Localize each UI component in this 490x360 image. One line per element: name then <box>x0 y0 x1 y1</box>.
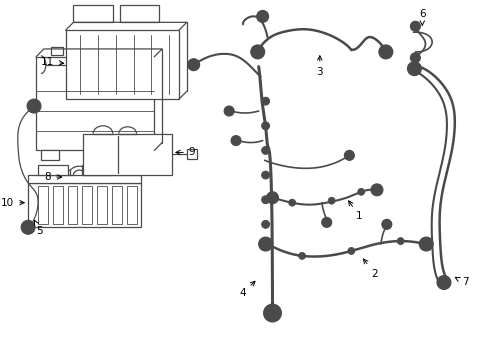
Text: 3: 3 <box>317 56 323 77</box>
Circle shape <box>397 238 404 244</box>
Circle shape <box>289 199 295 206</box>
Circle shape <box>188 59 199 71</box>
Circle shape <box>379 45 392 59</box>
Bar <box>28 183 142 227</box>
Circle shape <box>268 308 277 318</box>
Text: 11: 11 <box>41 57 64 67</box>
Circle shape <box>231 136 241 145</box>
Bar <box>71 49 78 55</box>
Circle shape <box>262 171 270 179</box>
Circle shape <box>251 45 265 59</box>
Bar <box>120 5 159 22</box>
Bar <box>28 175 142 183</box>
Bar <box>97 186 107 224</box>
Bar <box>66 30 179 99</box>
Circle shape <box>262 122 270 130</box>
Text: 2: 2 <box>364 259 378 279</box>
Bar <box>132 150 149 160</box>
Text: 8: 8 <box>45 172 62 182</box>
Bar <box>83 134 172 175</box>
Circle shape <box>262 147 270 154</box>
Bar <box>68 186 77 224</box>
Bar <box>36 57 154 150</box>
Bar <box>41 150 59 160</box>
Circle shape <box>348 248 355 255</box>
Bar <box>74 5 113 22</box>
Bar <box>51 47 63 55</box>
Circle shape <box>21 220 35 234</box>
Circle shape <box>224 106 234 116</box>
Circle shape <box>262 196 270 204</box>
Circle shape <box>322 217 332 227</box>
Circle shape <box>27 99 41 113</box>
Text: 4: 4 <box>240 281 255 298</box>
Bar <box>38 186 48 224</box>
Circle shape <box>31 103 37 109</box>
Circle shape <box>344 150 354 160</box>
Circle shape <box>408 62 421 76</box>
Text: 6: 6 <box>419 9 426 25</box>
Bar <box>53 186 63 224</box>
Bar <box>187 149 196 159</box>
Circle shape <box>328 197 335 204</box>
Text: 7: 7 <box>455 278 468 288</box>
Bar <box>112 186 122 224</box>
Text: 9: 9 <box>176 147 196 157</box>
Circle shape <box>262 220 270 228</box>
Circle shape <box>437 276 451 289</box>
Circle shape <box>411 21 420 31</box>
Circle shape <box>358 188 365 195</box>
Circle shape <box>257 10 269 22</box>
Text: 5: 5 <box>34 220 43 236</box>
Circle shape <box>371 184 383 196</box>
Bar <box>82 186 92 224</box>
Bar <box>63 170 71 180</box>
Circle shape <box>262 97 270 105</box>
Circle shape <box>298 252 306 259</box>
Bar <box>126 186 137 224</box>
Circle shape <box>382 219 392 229</box>
Circle shape <box>411 53 420 63</box>
Bar <box>38 165 68 175</box>
Circle shape <box>267 192 278 204</box>
Text: 10: 10 <box>1 198 24 208</box>
Bar <box>82 165 112 175</box>
Text: 1: 1 <box>349 201 363 221</box>
Circle shape <box>264 304 281 322</box>
Circle shape <box>419 237 433 251</box>
Circle shape <box>25 224 31 230</box>
Circle shape <box>259 237 272 251</box>
